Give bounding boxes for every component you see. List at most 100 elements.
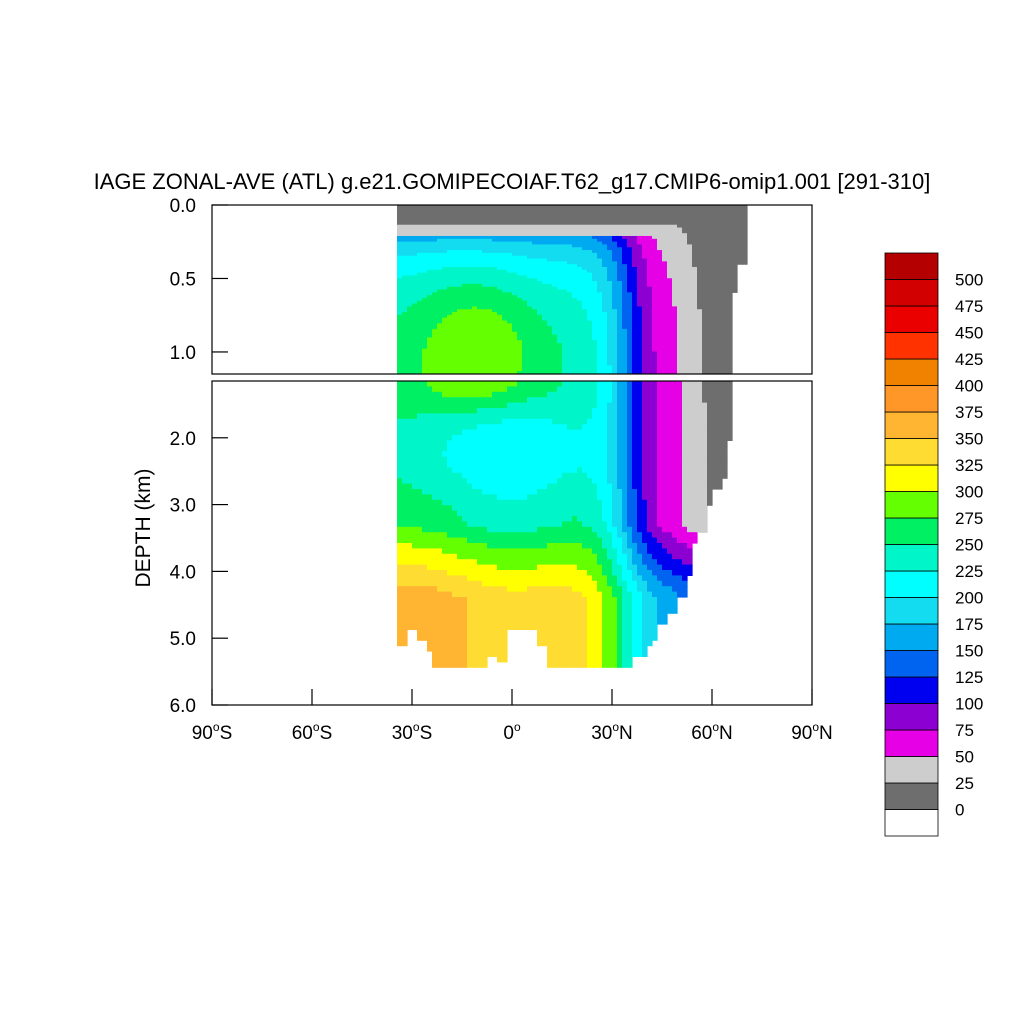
contour-cell bbox=[457, 537, 463, 544]
contour-cell bbox=[442, 424, 448, 431]
contour-cell bbox=[617, 235, 623, 240]
contour-cell bbox=[562, 205, 568, 209]
contour-cell bbox=[597, 303, 603, 307]
contour-cell bbox=[467, 354, 473, 358]
contour-cell bbox=[442, 300, 448, 305]
contour-cell bbox=[647, 286, 653, 291]
contour-cell bbox=[637, 205, 643, 209]
contour-cell bbox=[642, 312, 648, 316]
contour-cell bbox=[687, 328, 693, 333]
contour-cell bbox=[467, 309, 473, 313]
contour-cell bbox=[597, 241, 603, 246]
contour-cell bbox=[717, 340, 723, 344]
contour-cell bbox=[402, 303, 408, 307]
contour-cell bbox=[517, 272, 523, 277]
contour-cell bbox=[402, 272, 408, 277]
contour-cell bbox=[712, 241, 718, 246]
contour-cell bbox=[467, 205, 473, 209]
contour-cell bbox=[462, 312, 468, 316]
contour-cell bbox=[592, 368, 598, 372]
contour-cell bbox=[677, 309, 683, 313]
contour-cell bbox=[637, 264, 643, 268]
contour-cell bbox=[447, 467, 453, 474]
contour-cell bbox=[527, 295, 533, 299]
contour-cell bbox=[647, 235, 653, 240]
contour-cell bbox=[642, 306, 648, 310]
contour-cell bbox=[527, 281, 533, 285]
contour-cell bbox=[427, 499, 433, 506]
contour-cell bbox=[517, 371, 523, 374]
contour-cell bbox=[432, 320, 438, 324]
contour-cell bbox=[422, 210, 428, 215]
contour-cell bbox=[477, 521, 483, 528]
contour-cell bbox=[712, 320, 718, 324]
contour-cell bbox=[632, 281, 638, 285]
contour-cell bbox=[612, 323, 618, 327]
contour-cell bbox=[497, 354, 503, 358]
contour-cell bbox=[652, 314, 658, 319]
contour-cell bbox=[397, 408, 403, 414]
contour-cell bbox=[552, 303, 558, 307]
contour-cell bbox=[412, 292, 418, 296]
contour-cell bbox=[427, 418, 433, 425]
contour-cell bbox=[627, 354, 633, 358]
contour-cell bbox=[572, 224, 578, 229]
contour-cell bbox=[682, 359, 688, 364]
contour-cell bbox=[727, 238, 733, 243]
contour-cell bbox=[472, 445, 478, 452]
contour-cell bbox=[412, 213, 418, 217]
contour-cell bbox=[452, 241, 458, 246]
contour-cell bbox=[612, 213, 618, 217]
contour-cell bbox=[477, 418, 483, 425]
contour-cell bbox=[552, 230, 558, 234]
contour-cell bbox=[497, 247, 503, 251]
contour-cell bbox=[632, 216, 638, 220]
contour-cell bbox=[447, 456, 453, 463]
contour-cell bbox=[452, 478, 458, 485]
contour-cell bbox=[407, 494, 413, 501]
contour-cell bbox=[542, 365, 548, 369]
contour-cell bbox=[512, 312, 518, 316]
contour-cell bbox=[652, 264, 658, 268]
contour-cell bbox=[422, 213, 428, 217]
contour-cell bbox=[482, 300, 488, 305]
contour-cell bbox=[427, 219, 433, 223]
contour-cell bbox=[472, 272, 478, 277]
contour-cell bbox=[437, 328, 443, 333]
contour-cell bbox=[682, 340, 688, 344]
contour-cell bbox=[467, 286, 473, 291]
contour-cell bbox=[707, 314, 713, 319]
contour-cell bbox=[422, 510, 428, 517]
contour-cell bbox=[567, 312, 573, 316]
contour-cell bbox=[622, 233, 628, 237]
contour-cell bbox=[497, 312, 503, 316]
contour-cell bbox=[552, 275, 558, 279]
contour-cell bbox=[482, 521, 488, 528]
contour-cell bbox=[557, 343, 563, 347]
contour-cell bbox=[657, 275, 663, 279]
contour-cell bbox=[567, 306, 573, 310]
contour-cell bbox=[602, 227, 608, 231]
contour-cell bbox=[432, 624, 438, 630]
contour-cell bbox=[502, 326, 508, 330]
contour-cell bbox=[617, 210, 623, 215]
contour-cell bbox=[622, 345, 628, 350]
contour-cell bbox=[597, 258, 603, 262]
contour-cell bbox=[622, 205, 628, 209]
contour-cell bbox=[402, 429, 408, 436]
contour-cell bbox=[477, 340, 483, 344]
contour-cell bbox=[707, 362, 713, 367]
contour-cell bbox=[397, 340, 403, 344]
contour-cell bbox=[517, 216, 523, 220]
contour-cell bbox=[627, 289, 633, 293]
contour-cell bbox=[472, 295, 478, 299]
contour-cell bbox=[572, 362, 578, 367]
contour-cell bbox=[527, 303, 533, 307]
contour-cell bbox=[722, 357, 728, 361]
contour-cell bbox=[632, 323, 638, 327]
contour-cell bbox=[542, 303, 548, 307]
contour-cell bbox=[602, 323, 608, 327]
contour-cell bbox=[467, 575, 473, 582]
contour-cell bbox=[457, 289, 463, 293]
contour-cell bbox=[597, 233, 603, 237]
